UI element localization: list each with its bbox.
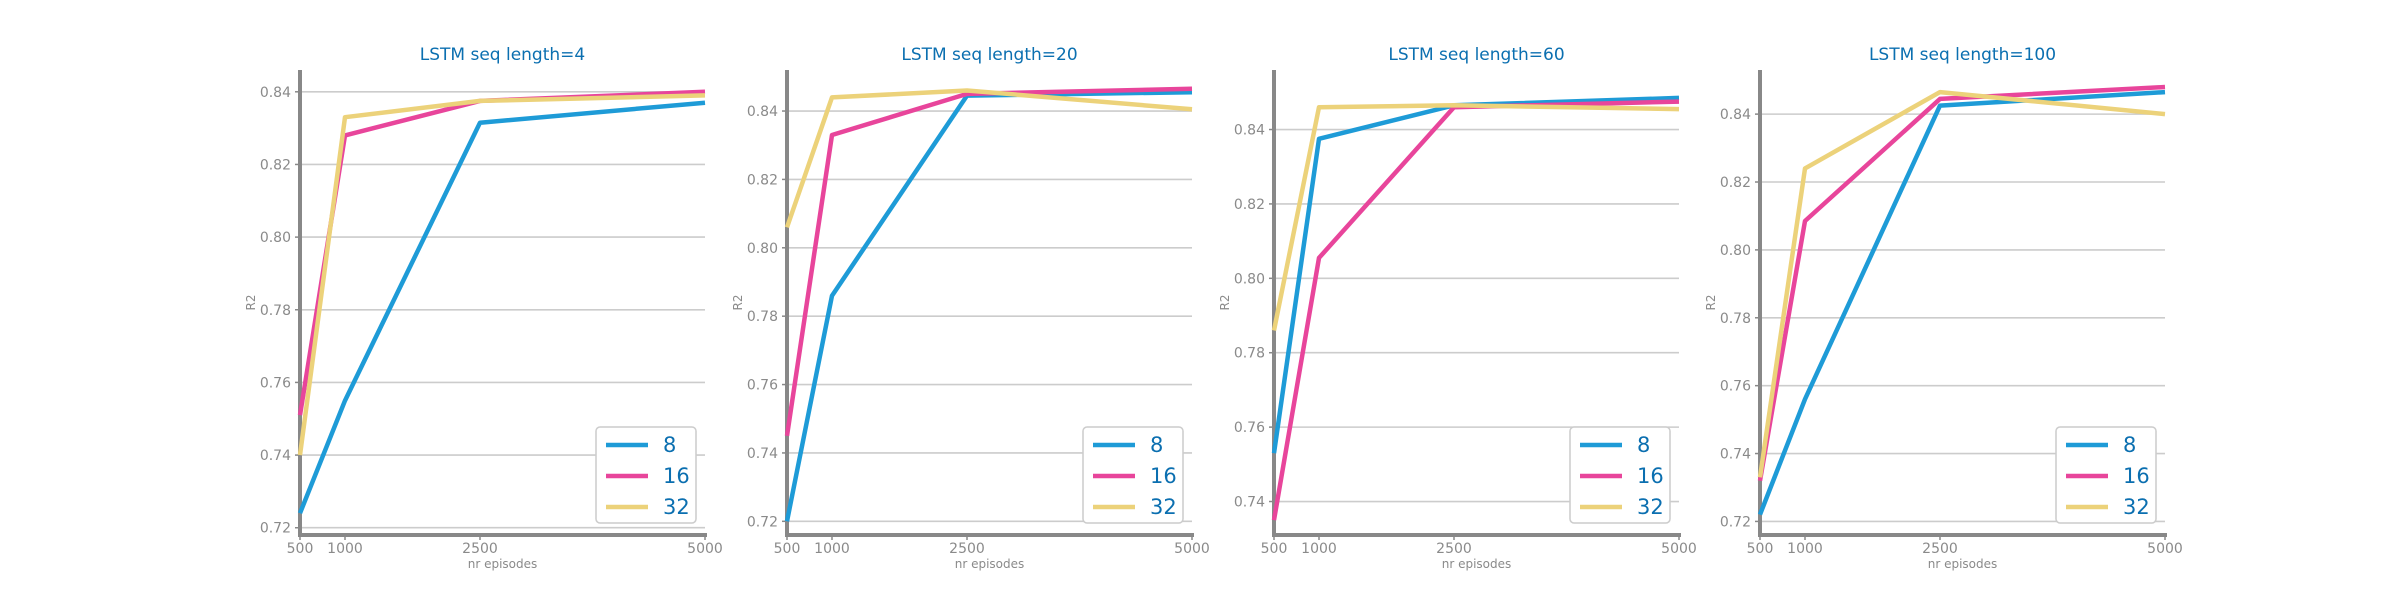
x-tick-label: 2500	[462, 541, 498, 557]
legend: 8 16 32	[1082, 426, 1184, 524]
legend: 8 16 32	[1569, 426, 1671, 524]
chart-panel-4: LSTM seq length=100 0.72 0.74 0.76 0.78 0.80 0…	[1704, 45, 2183, 571]
legend-label: 8	[1637, 433, 1650, 457]
x-tick-label: 2500	[949, 541, 985, 557]
legend-label: 16	[1150, 464, 1177, 488]
series-line-32	[784, 88, 1193, 229]
x-tick-label: 5000	[1661, 541, 1697, 557]
series-line-8	[1271, 95, 1680, 454]
x-axis-label: nr episodes	[468, 557, 538, 571]
y-tick-label: 0.72	[747, 514, 778, 530]
y-tick-label: 0.78	[1234, 346, 1265, 362]
legend-label: 32	[1637, 495, 1664, 519]
y-tick-label: 0.78	[260, 303, 291, 319]
legend-label: 8	[663, 433, 676, 457]
y-tick-label: 0.80	[747, 241, 778, 257]
y-tick-label: 0.74	[260, 448, 291, 464]
y-tick-label: 0.84	[1720, 107, 1751, 123]
y-tick-label: 0.76	[1720, 379, 1751, 395]
legend-label: 16	[663, 464, 690, 488]
legend: 8 16 32	[2055, 426, 2157, 524]
legend: 8 16 32	[595, 426, 697, 524]
x-axis-label: nr episodes	[955, 557, 1025, 571]
legend-label: 8	[2123, 433, 2136, 457]
x-tick-label: 1000	[1787, 541, 1823, 557]
x-tick-label: 500	[287, 541, 314, 557]
y-axis-label: R2	[1218, 295, 1232, 311]
y-tick-label: 0.74	[1234, 495, 1265, 511]
y-tick-label: 0.84	[1234, 123, 1265, 139]
series-line-32	[1757, 89, 2166, 478]
y-tick-label: 0.76	[1234, 420, 1265, 436]
y-tick-label: 0.78	[1720, 311, 1751, 327]
legend-label: 8	[1150, 433, 1163, 457]
series-line-16	[784, 86, 1193, 437]
legend-label: 32	[663, 495, 690, 519]
y-tick-label: 0.80	[1720, 243, 1751, 259]
y-tick-label: 0.84	[260, 85, 291, 101]
y-axis-label: R2	[244, 295, 258, 311]
y-tick-label: 0.74	[1720, 447, 1751, 463]
series-line-8	[297, 100, 706, 515]
y-tick-label: 0.82	[1720, 175, 1751, 191]
series-line-16	[1271, 99, 1680, 521]
chart-title: LSTM seq length=60	[1388, 45, 1564, 65]
y-tick-label: 0.72	[1720, 514, 1751, 530]
legend-label: 32	[2123, 495, 2150, 519]
chart-panel-2: LSTM seq length=20 0.72 0.74 0.76 0.78 0.80 0.…	[731, 45, 1210, 571]
y-tick-label: 0.80	[1234, 271, 1265, 287]
x-tick-label: 1000	[327, 541, 363, 557]
x-tick-label: 500	[1747, 541, 1774, 557]
y-tick-label: 0.72	[260, 521, 291, 537]
chart-panel-1: LSTM seq length=4 0.72 0.74 0.76 0.78 0.80 0.8…	[244, 45, 723, 571]
legend-label: 16	[1637, 464, 1664, 488]
x-axis-label: nr episodes	[1442, 557, 1512, 571]
x-tick-label: 500	[774, 541, 801, 557]
x-tick-label: 500	[1261, 541, 1288, 557]
y-tick-label: 0.84	[747, 104, 778, 120]
chart-title: LSTM seq length=4	[420, 45, 585, 65]
y-tick-label: 0.78	[747, 309, 778, 325]
y-tick-label: 0.82	[260, 157, 291, 173]
x-tick-label: 2500	[1922, 541, 1958, 557]
x-axis-label: nr episodes	[1928, 557, 1998, 571]
y-tick-label: 0.76	[747, 378, 778, 394]
y-tick-label: 0.82	[1234, 197, 1265, 213]
y-tick-label: 0.74	[747, 446, 778, 462]
x-tick-label: 5000	[2147, 541, 2183, 557]
series-line-32	[1271, 103, 1680, 331]
x-tick-label: 5000	[687, 541, 723, 557]
x-tick-label: 2500	[1436, 541, 1472, 557]
chart-panel-3: LSTM seq length=60 0.74 0.76 0.78 0.80 0.82 0.…	[1218, 45, 1697, 571]
series-line-8	[784, 89, 1193, 522]
y-axis-label: R2	[1704, 295, 1718, 311]
series-line-32	[297, 93, 706, 456]
legend-label: 32	[1150, 495, 1177, 519]
x-tick-label: 1000	[1301, 541, 1337, 557]
y-tick-label: 0.76	[260, 375, 291, 391]
series-line-8	[1757, 89, 2166, 516]
x-tick-label: 5000	[1174, 541, 1210, 557]
y-axis-label: R2	[731, 295, 745, 311]
x-tick-label: 1000	[814, 541, 850, 557]
chart-title: LSTM seq length=100	[1869, 45, 2056, 65]
y-tick-label: 0.80	[260, 230, 291, 246]
series-line-16	[1757, 84, 2166, 482]
y-tick-label: 0.82	[747, 172, 778, 188]
legend-label: 16	[2123, 464, 2150, 488]
chart-title: LSTM seq length=20	[901, 45, 1077, 65]
